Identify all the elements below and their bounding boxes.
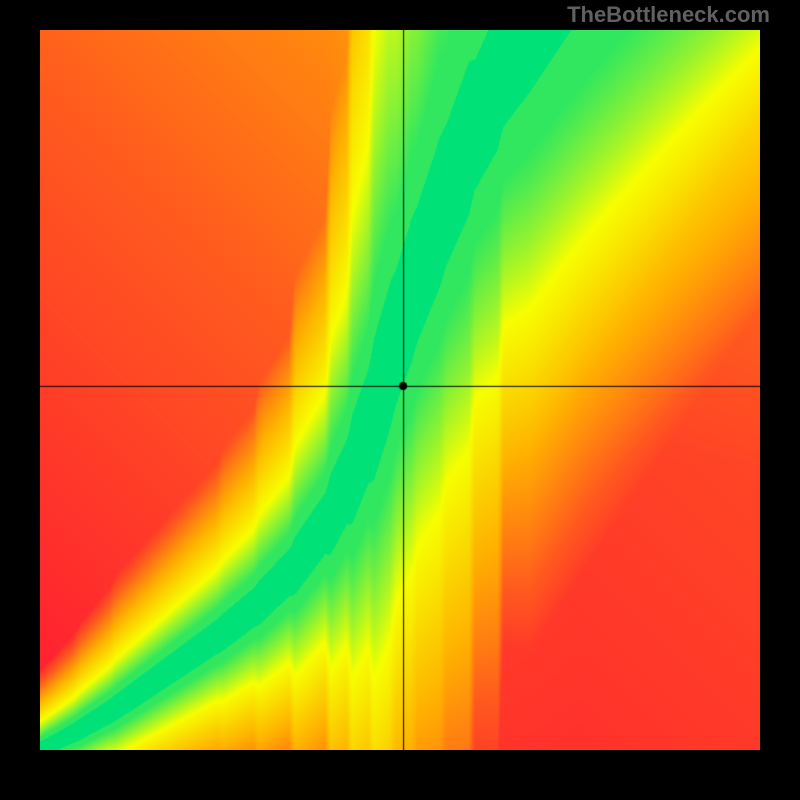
heatmap-canvas <box>40 30 760 750</box>
watermark-text: TheBottleneck.com <box>567 2 770 28</box>
heatmap-chart <box>40 30 760 750</box>
